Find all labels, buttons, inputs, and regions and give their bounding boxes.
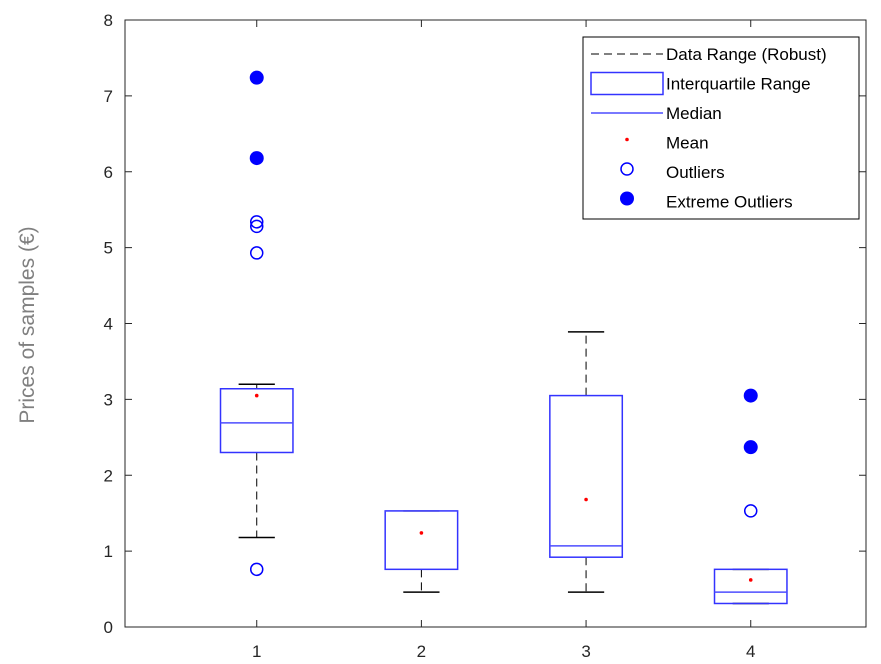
legend-iqr-symbol	[590, 71, 664, 96]
outlier-point	[249, 215, 264, 229]
legend: Data Range (Robust) Interquartile Range Me…	[582, 36, 860, 220]
y-tick-label: 7	[104, 87, 113, 106]
axes: 0 1 2 3 4 5 6 7 8 1 2 3 4	[104, 11, 867, 661]
y-tick-label: 2	[104, 466, 113, 485]
legend-label: Data Range (Robust)	[666, 45, 827, 64]
legend-entry-outlier: Outliers	[620, 162, 725, 182]
extreme-outlier-point	[743, 388, 758, 403]
box-group	[219, 70, 294, 577]
y-axis-label: Prices of samples (€)	[16, 226, 39, 423]
y-tick-label: 1	[104, 542, 113, 561]
legend-entry-iqr: Interquartile Range	[590, 71, 811, 96]
y-tick-label: 8	[104, 11, 113, 30]
legend-entry-extreme: Extreme Outliers	[620, 191, 793, 212]
box-group	[384, 510, 459, 593]
extreme-outlier-point	[249, 70, 264, 85]
x-tick-label: 3	[581, 642, 590, 661]
x-tick-label: 1	[252, 642, 261, 661]
plot-area	[219, 70, 788, 605]
legend-label: Interquartile Range	[666, 75, 811, 94]
extreme-outlier-point	[743, 440, 758, 455]
legend-outlier-symbol	[620, 162, 634, 176]
outlier-point	[249, 562, 264, 577]
y-tick-label: 3	[104, 390, 113, 409]
x-tick-label: 2	[417, 642, 426, 661]
y-tick-label: 4	[104, 315, 113, 334]
iqr-box	[549, 394, 624, 558]
mean-marker	[419, 531, 424, 535]
legend-mean-symbol	[625, 137, 629, 142]
legend-entry-median: Median	[591, 104, 722, 123]
box-group	[713, 388, 788, 605]
x-tick-label: 4	[746, 642, 755, 661]
mean-marker	[254, 393, 259, 398]
iqr-box	[713, 568, 788, 605]
mean-marker	[584, 497, 588, 502]
legend-entry-mean: Mean	[625, 134, 709, 153]
legend-label: Mean	[666, 134, 709, 153]
legend-label: Extreme Outliers	[666, 193, 793, 212]
y-tick-label: 0	[104, 618, 113, 637]
outlier-point	[743, 504, 758, 518]
legend-extreme-symbol	[620, 191, 634, 206]
iqr-box	[384, 510, 459, 571]
legend-label: Outliers	[666, 163, 725, 182]
legend-entry-range: Data Range (Robust)	[591, 45, 827, 64]
box-group	[549, 331, 624, 593]
y-tick-label: 6	[104, 163, 113, 182]
legend-box	[582, 36, 860, 220]
iqr-box	[219, 388, 294, 454]
extreme-outlier-point	[249, 151, 264, 166]
outlier-point	[249, 246, 264, 260]
y-tick-label: 5	[104, 239, 113, 258]
outlier-point	[249, 219, 264, 234]
mean-marker	[748, 578, 753, 582]
legend-label: Median	[666, 104, 722, 123]
